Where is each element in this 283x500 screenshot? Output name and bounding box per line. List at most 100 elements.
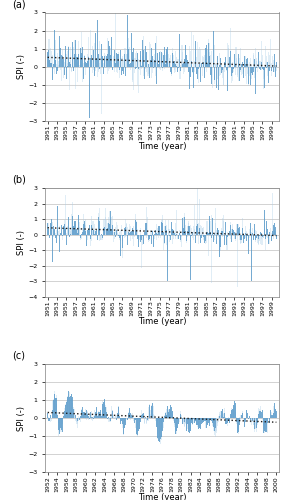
Bar xyxy=(241,64,242,66)
Bar xyxy=(75,228,76,235)
Bar xyxy=(161,222,162,235)
Bar xyxy=(157,418,158,438)
Bar xyxy=(235,404,236,418)
Bar xyxy=(223,221,224,235)
Bar xyxy=(165,413,166,418)
Bar xyxy=(193,66,194,88)
Bar xyxy=(132,235,133,240)
Bar xyxy=(241,415,242,418)
Bar xyxy=(104,228,105,235)
Bar xyxy=(110,211,111,235)
Bar xyxy=(64,62,65,66)
Bar xyxy=(213,30,214,66)
Bar xyxy=(106,229,107,235)
Bar xyxy=(196,418,197,424)
Bar xyxy=(271,66,272,71)
Bar xyxy=(70,234,71,235)
Bar xyxy=(69,392,70,418)
Bar xyxy=(77,418,78,424)
Bar xyxy=(142,40,143,66)
Bar xyxy=(239,418,240,425)
Bar xyxy=(246,410,247,418)
Bar xyxy=(124,418,125,428)
Bar xyxy=(118,52,119,66)
Bar xyxy=(76,418,77,422)
Bar xyxy=(235,412,236,418)
Bar xyxy=(146,52,147,66)
Bar xyxy=(115,235,116,237)
Bar xyxy=(85,66,86,76)
Bar xyxy=(167,406,168,418)
Bar xyxy=(93,50,94,66)
Bar xyxy=(194,229,195,235)
Bar xyxy=(165,56,166,66)
Bar xyxy=(211,214,212,235)
Bar xyxy=(125,418,126,426)
Bar xyxy=(191,418,192,421)
Bar xyxy=(79,418,80,420)
Bar xyxy=(212,66,213,87)
Bar xyxy=(259,410,260,418)
Bar xyxy=(118,52,119,66)
Bar xyxy=(86,235,87,246)
Bar xyxy=(63,226,64,235)
Bar xyxy=(254,224,255,235)
Bar xyxy=(163,54,164,66)
Bar xyxy=(216,418,217,433)
Bar xyxy=(147,66,148,76)
Bar xyxy=(50,415,51,418)
Bar xyxy=(271,235,272,240)
Bar xyxy=(67,226,68,235)
Bar xyxy=(122,418,123,424)
Bar xyxy=(87,414,88,418)
Bar xyxy=(76,227,78,235)
Bar xyxy=(59,418,60,431)
Bar xyxy=(145,416,146,418)
Bar xyxy=(156,233,157,235)
Bar xyxy=(128,232,129,235)
Bar xyxy=(53,394,55,418)
Bar xyxy=(155,230,156,235)
Bar xyxy=(239,66,240,81)
Bar xyxy=(126,54,127,66)
Bar xyxy=(149,66,150,78)
Bar xyxy=(270,416,271,418)
Bar xyxy=(121,418,122,420)
Bar xyxy=(236,46,237,66)
Bar xyxy=(188,223,189,235)
Bar xyxy=(87,230,88,235)
Bar xyxy=(110,55,111,66)
Bar xyxy=(186,235,188,237)
Bar xyxy=(100,235,101,240)
Bar xyxy=(268,235,269,242)
Bar xyxy=(117,54,118,66)
Bar xyxy=(131,235,132,236)
Bar xyxy=(189,46,190,66)
Bar xyxy=(257,418,258,423)
Bar xyxy=(92,46,93,66)
Bar xyxy=(140,235,141,242)
Bar xyxy=(248,418,249,419)
Bar xyxy=(252,66,253,70)
Bar xyxy=(151,406,152,418)
Bar xyxy=(262,418,263,420)
Bar xyxy=(156,224,157,235)
Bar xyxy=(106,229,107,235)
Bar xyxy=(220,235,221,247)
Bar xyxy=(241,235,242,240)
Bar xyxy=(231,66,232,83)
Bar xyxy=(179,66,180,80)
Bar xyxy=(91,225,92,235)
Bar xyxy=(85,62,86,66)
Bar xyxy=(53,235,54,236)
Bar xyxy=(225,222,226,235)
Bar xyxy=(162,418,163,430)
Bar xyxy=(258,235,259,244)
Bar xyxy=(104,227,105,235)
Bar xyxy=(231,235,232,242)
Bar xyxy=(232,229,233,235)
Bar xyxy=(61,418,63,432)
Bar xyxy=(227,418,228,419)
Bar xyxy=(169,229,170,235)
Bar xyxy=(95,34,96,66)
